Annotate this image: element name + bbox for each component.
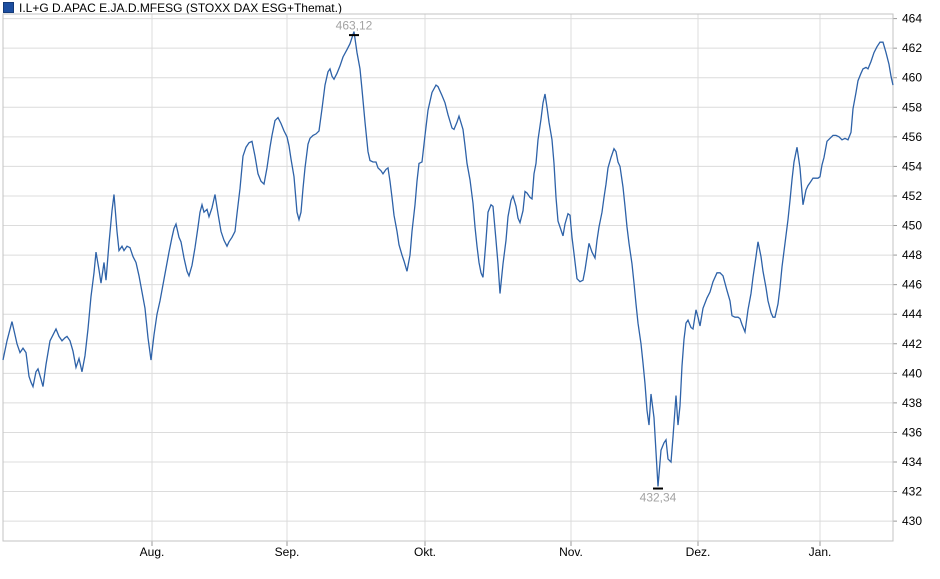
y-axis-tick-label: 454 bbox=[902, 159, 922, 173]
y-axis-tick-label: 438 bbox=[902, 396, 922, 410]
chart-legend: I.L+G D.APAC E.JA.D.MFESG (STOXX DAX ESG… bbox=[3, 0, 342, 15]
y-axis-tick-label: 452 bbox=[902, 189, 922, 203]
x-axis-month-label: Jan. bbox=[809, 545, 832, 559]
y-axis-tick-label: 464 bbox=[902, 12, 922, 26]
x-axis-month-label: Okt. bbox=[414, 545, 436, 559]
y-axis-tick-label: 448 bbox=[902, 248, 922, 262]
plot-border bbox=[2, 13, 894, 542]
high-marker bbox=[349, 34, 359, 37]
y-axis-tick-label: 460 bbox=[902, 71, 922, 85]
y-axis-tick-label: 432 bbox=[902, 485, 922, 499]
x-axis-month-label: Nov. bbox=[559, 545, 583, 559]
x-axis-month-label: Sep. bbox=[275, 545, 300, 559]
legend-swatch-icon bbox=[3, 2, 14, 13]
y-axis-tick-label: 456 bbox=[902, 130, 922, 144]
high-label: 463,12 bbox=[336, 19, 373, 33]
y-axis-tick-label: 450 bbox=[902, 219, 922, 233]
y-axis-tick-label: 440 bbox=[902, 366, 922, 380]
y-axis-tick-label: 442 bbox=[902, 337, 922, 351]
low-label: 432,34 bbox=[640, 491, 677, 505]
y-axis-tick-label: 436 bbox=[902, 425, 922, 439]
x-axis-month-label: Aug. bbox=[140, 545, 165, 559]
price-line bbox=[2, 31, 894, 487]
y-axis-tick-label: 444 bbox=[902, 307, 922, 321]
low-marker bbox=[653, 487, 663, 490]
chart-title: I.L+G D.APAC E.JA.D.MFESG (STOXX DAX ESG… bbox=[19, 0, 342, 15]
y-axis-tick-label: 458 bbox=[902, 100, 922, 114]
x-axis-month-label: Dez. bbox=[686, 545, 711, 559]
y-axis-tick-label: 446 bbox=[902, 278, 922, 292]
y-axis-tick-label: 462 bbox=[902, 41, 922, 55]
y-axis-tick-label: 430 bbox=[902, 514, 922, 528]
y-axis-tick-label: 434 bbox=[902, 455, 922, 469]
